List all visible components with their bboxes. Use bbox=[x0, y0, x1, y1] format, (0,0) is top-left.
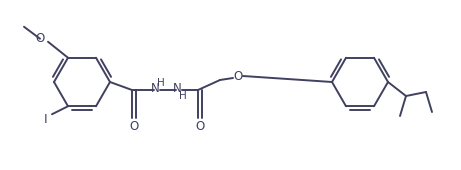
Text: O: O bbox=[233, 71, 242, 83]
Text: O: O bbox=[195, 120, 204, 132]
Text: N: N bbox=[172, 82, 181, 96]
Text: H: H bbox=[157, 78, 165, 88]
Text: O: O bbox=[129, 120, 138, 132]
Text: I: I bbox=[44, 113, 48, 126]
Text: H: H bbox=[179, 91, 187, 101]
Text: N: N bbox=[151, 82, 160, 96]
Text: O: O bbox=[35, 32, 45, 45]
